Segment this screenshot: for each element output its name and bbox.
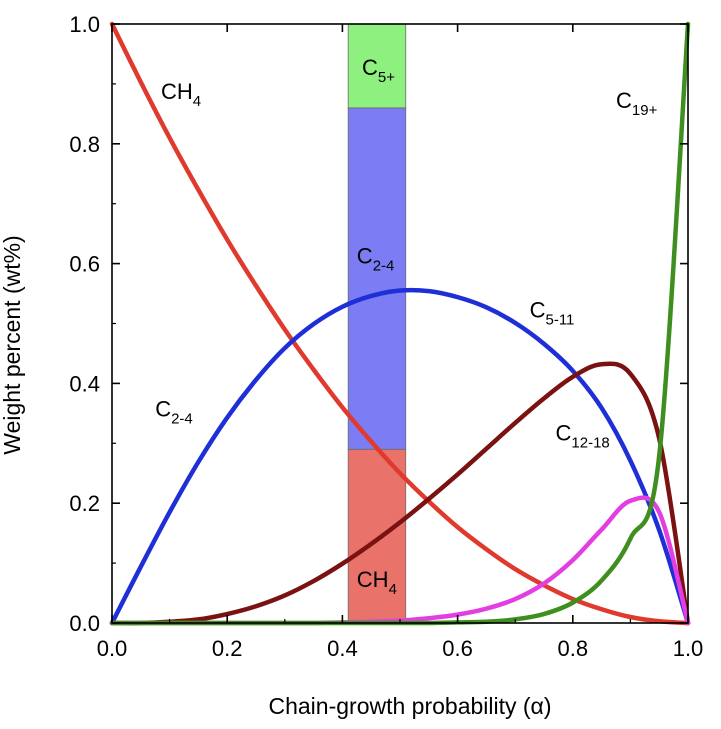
x-tick-label: 0.0 bbox=[97, 636, 128, 661]
curve-annotations: CH4 C2-4 C2-4 C5-11 C12-18 C19+ C5+ CH4 bbox=[155, 55, 657, 598]
y-axis-label: Weight percent (wt%) bbox=[0, 235, 25, 454]
y-tick-label: 0.0 bbox=[69, 611, 100, 636]
y-tick-label: 0.8 bbox=[69, 132, 100, 157]
band-segment-c5 bbox=[347, 23, 407, 109]
x-axis-label: Chain-growth probability (α) bbox=[268, 693, 551, 719]
band-segment-ch4 bbox=[347, 448, 407, 624]
label-c-2-4: C2-4 bbox=[155, 396, 193, 427]
label-c-5: C5+ bbox=[362, 55, 395, 86]
label-c-5-11: C5-11 bbox=[530, 298, 575, 329]
x-tick-label: 0.4 bbox=[327, 636, 358, 661]
series-line-ch4 bbox=[109, 21, 691, 626]
series-line-c2-4 bbox=[109, 287, 691, 626]
label-c-2-4: C2-4 bbox=[357, 244, 395, 275]
x-tick-label: 0.2 bbox=[212, 636, 243, 661]
composition-band bbox=[347, 23, 407, 624]
x-tick-label: 1.0 bbox=[673, 636, 704, 661]
label-ch-4: CH4 bbox=[357, 567, 397, 598]
axes: 0.0 0.2 0.4 0.6 0.8 1.0 0.0 0.2 0.4 0.6 0.8 1.0 bbox=[69, 12, 703, 661]
y-tick-label: 1.0 bbox=[69, 12, 100, 37]
y-tick-label: 0.6 bbox=[69, 252, 100, 277]
y-tick-label: 0.2 bbox=[69, 491, 100, 516]
label-c-19: C19+ bbox=[616, 88, 658, 119]
label-ch-4: CH4 bbox=[161, 79, 201, 110]
series-line-c5-11 bbox=[109, 361, 691, 626]
label-c-12-18: C12-18 bbox=[556, 420, 610, 451]
y-tick-label: 0.4 bbox=[69, 371, 100, 396]
x-tick-label: 0.8 bbox=[558, 636, 589, 661]
x-tick-label: 0.6 bbox=[442, 636, 473, 661]
band-segment-c2-4 bbox=[347, 107, 407, 450]
